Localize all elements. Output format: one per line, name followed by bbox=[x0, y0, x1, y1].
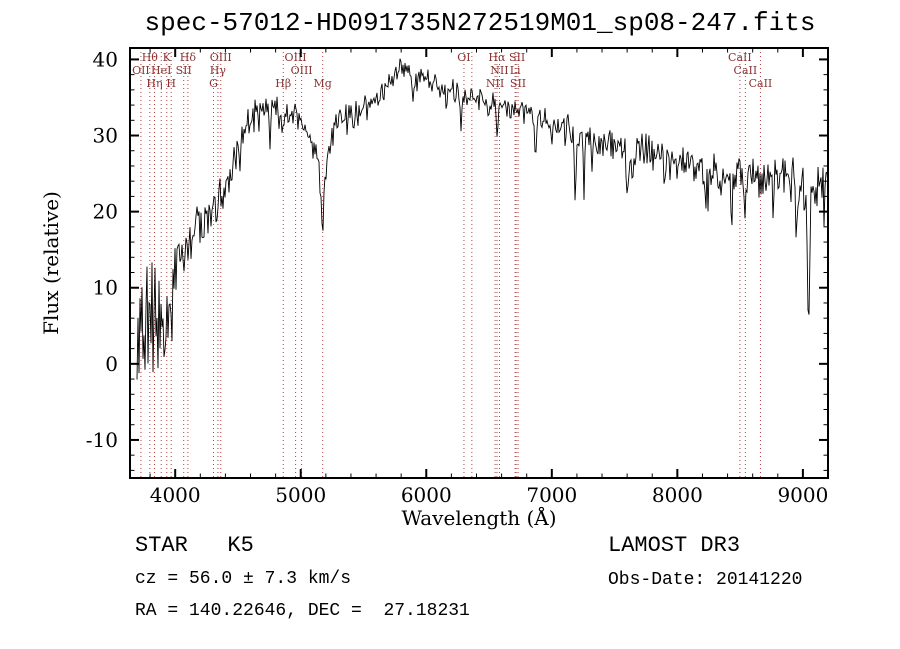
x-axis-tick-label: 5000 bbox=[275, 483, 326, 507]
y-axis-tick-label: -10 bbox=[86, 428, 118, 452]
y-axis-tick-label: 10 bbox=[93, 276, 118, 300]
spectral-line-label: OIII bbox=[210, 51, 232, 64]
y-axis-tick-label: 30 bbox=[93, 124, 118, 148]
plot-frame bbox=[129, 47, 829, 479]
y-axis-title: Flux (relative) bbox=[39, 191, 63, 335]
spectral-line-label: Hη bbox=[146, 77, 162, 90]
obs-date-label: Obs-Date: 20141220 bbox=[608, 570, 803, 590]
spectral-line-label: Mg bbox=[314, 77, 332, 90]
x-axis-tick-label: 9000 bbox=[777, 483, 828, 507]
spectral-line-label: SII bbox=[510, 77, 526, 90]
spectral-line-label: Li bbox=[510, 64, 521, 77]
spectral-line-label: Hθ bbox=[142, 51, 159, 64]
spectral-line-label: K bbox=[163, 51, 172, 64]
x-axis-tick-label: 6000 bbox=[401, 483, 452, 507]
x-axis-tick-label: 8000 bbox=[652, 483, 703, 507]
spectral-line-label: NII bbox=[490, 64, 508, 77]
object-class-label: STAR K5 bbox=[135, 533, 254, 558]
spectral-line-label: OIII bbox=[285, 51, 307, 64]
x-axis-title: Wavelength (Å) bbox=[401, 505, 556, 530]
spectrum-plot: Wavelength (Å) Flux (relative) Hθ K Hδ OIII… bbox=[39, 47, 829, 530]
cz-value: cz = 56.0 ± 7.3 km/s bbox=[135, 569, 352, 589]
y-axis-tick-label: 0 bbox=[105, 352, 118, 376]
y-axis-tick-label: 40 bbox=[93, 47, 118, 71]
spectral-line-label: NII bbox=[486, 77, 504, 90]
spectral-line-label: Hδ bbox=[180, 51, 197, 64]
plot-title: spec-57012-HD091735N272519M01_sp08-247.f… bbox=[144, 8, 816, 38]
spectral-line-label: HeI bbox=[151, 64, 171, 77]
y-axis-tick-label: 20 bbox=[93, 200, 118, 224]
x-axis-tick-label: 7000 bbox=[526, 483, 577, 507]
spectral-line-label: SII bbox=[176, 64, 192, 77]
spectral-line-label: G bbox=[209, 77, 218, 90]
spectral-line-label: OII bbox=[132, 64, 150, 77]
spectrum-path bbox=[136, 58, 828, 380]
spectral-line-label: CaII bbox=[734, 64, 758, 77]
spectral-line-label: OIII bbox=[291, 64, 313, 77]
spectral-line-label: CaII bbox=[749, 77, 773, 90]
spectral-line-label: H bbox=[166, 77, 176, 90]
x-axis-tick-label: 4000 bbox=[150, 483, 201, 507]
survey-label: LAMOST DR3 bbox=[608, 533, 741, 558]
ra-dec-value: RA = 140.22646, DEC = 27.18231 bbox=[135, 601, 470, 621]
spectral-line-label: CaII bbox=[728, 51, 752, 64]
spectral-line-label: Hα bbox=[488, 51, 506, 64]
spectral-line-label: OI bbox=[457, 51, 470, 64]
spectral-line-label: Hβ bbox=[275, 77, 291, 90]
spectral-line-label: Hγ bbox=[210, 64, 227, 77]
spectral-line-label: SII bbox=[509, 51, 525, 64]
